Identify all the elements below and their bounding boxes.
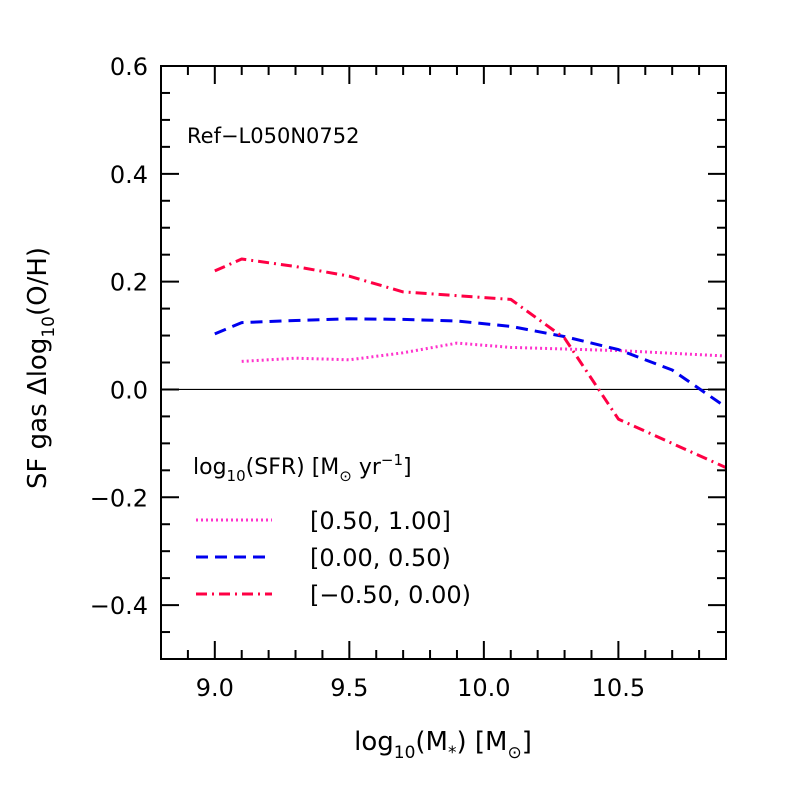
y-tick-label: −0.2 <box>90 484 148 512</box>
legend-label-2: [0.00, 0.50) <box>310 544 451 572</box>
y-label-rest: (O/H) <box>23 247 53 316</box>
x-label-sun-symbol: ⊙ <box>507 743 521 763</box>
legend-title-sub: 10 <box>227 467 246 485</box>
legend-title-main: log <box>193 455 227 480</box>
x-tick-label: 9.0 <box>196 674 234 702</box>
series-layer <box>214 257 727 469</box>
tick-labels-layer: 9.0 9.5 10.0 10.5 −0.4 −0.2 0.0 0.2 0.4 0.6 <box>90 53 645 702</box>
legend: log10(SFR) [M⊙ yr−1] [0.50, 1.00] [0.00, … <box>193 451 471 609</box>
x-tick-label: 10.5 <box>592 674 645 702</box>
legend-title-end: ] <box>403 455 412 480</box>
x-label-end: ] <box>522 727 532 757</box>
legend-entries: [0.50, 1.00] [0.00, 0.50) [−0.50, 0.00) <box>196 507 471 609</box>
y-label-main: SF gas Δlog <box>23 338 53 489</box>
x-tick-label: 9.5 <box>330 674 368 702</box>
legend-title-sun-symbol: ⊙ <box>339 467 352 485</box>
y-label-sub: 10 <box>39 316 59 338</box>
legend-title-rest: (SFR) [M <box>246 455 340 480</box>
legend-title-sup: −1 <box>381 451 403 469</box>
x-label-rest: (M <box>415 727 448 757</box>
y-tick-label: −0.4 <box>90 592 148 620</box>
series-line-3 <box>214 257 727 469</box>
series-line-2 <box>214 317 727 409</box>
run-annotation: Ref−L050N0752 <box>187 124 360 148</box>
ticks-layer <box>160 65 727 660</box>
y-tick-label: 0.2 <box>110 269 148 297</box>
x-label-rest2: ) [M <box>456 727 507 757</box>
x-label-sub: 10 <box>394 743 416 763</box>
y-tick-label: 0.0 <box>110 376 148 404</box>
plot-frame <box>160 65 727 660</box>
x-axis-label: log10(M*) [M⊙] <box>354 727 532 763</box>
x-label-sub2: * <box>448 743 457 763</box>
x-tick-label: 10.0 <box>457 674 510 702</box>
y-tick-label: 0.4 <box>110 161 148 189</box>
legend-label-1: [0.50, 1.00] <box>310 507 451 535</box>
series-line-1 <box>241 341 727 363</box>
legend-title: log10(SFR) [M⊙ yr−1] <box>193 451 412 485</box>
y-tick-label: 0.6 <box>110 53 148 81</box>
legend-label-3: [−0.50, 0.00) <box>310 581 471 609</box>
legend-title-mid: yr <box>352 455 382 480</box>
x-label-main: log <box>354 727 394 757</box>
y-axis-label: SF gas Δlog10(O/H) <box>23 247 59 489</box>
